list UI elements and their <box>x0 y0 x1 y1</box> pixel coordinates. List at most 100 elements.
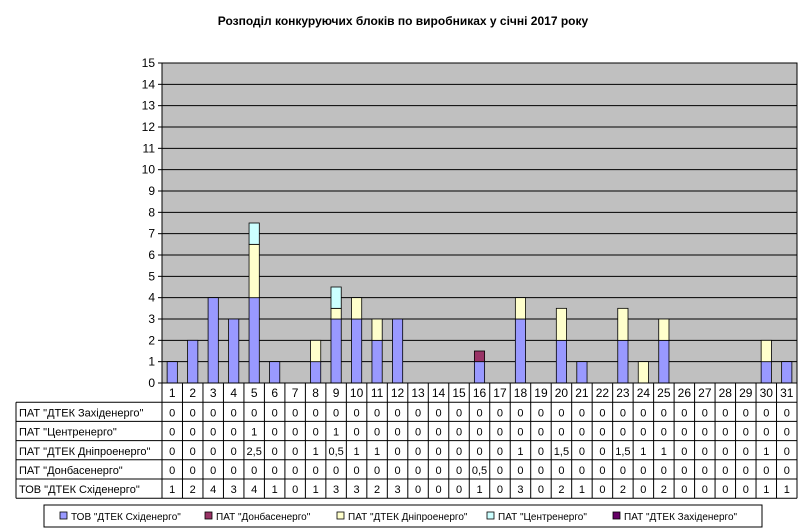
table-cell: 0 <box>231 446 237 458</box>
table-cell: 0 <box>558 427 564 439</box>
bar-segment <box>351 318 363 384</box>
bar-segment <box>658 318 670 341</box>
table-cell: 0 <box>538 484 544 496</box>
table-cell: 0 <box>169 427 175 439</box>
bar-segment <box>514 297 526 320</box>
x-tick-label: 7 <box>292 386 299 400</box>
table-cell: 3 <box>395 484 401 496</box>
table-cell: 1 <box>272 484 278 496</box>
table-cell: 0 <box>190 446 196 458</box>
y-tick-label: 6 <box>148 248 155 262</box>
table-cell: 0 <box>722 407 728 419</box>
table-cell: 1 <box>333 427 339 439</box>
table-cell: 0 <box>702 446 708 458</box>
table-cell: 1,5 <box>554 446 569 458</box>
legend-swatch <box>59 511 68 520</box>
table-cell: 0 <box>558 407 564 419</box>
table-cell: 1 <box>763 484 769 496</box>
x-tick-label: 14 <box>432 386 446 400</box>
table-cell: 0 <box>415 465 421 477</box>
table-cell: 0 <box>251 465 257 477</box>
x-tick-label: 1 <box>169 386 176 400</box>
table-cell: 0 <box>333 407 339 419</box>
table-cell: 0 <box>435 427 441 439</box>
table-cell: 0 <box>620 407 626 419</box>
bar-segment <box>576 361 588 384</box>
table-cell: 0 <box>476 446 482 458</box>
table-cell: 1 <box>251 427 257 439</box>
table-cell: 1,5 <box>615 446 630 458</box>
y-tick-label: 13 <box>142 99 156 113</box>
table-cell: 0 <box>292 465 298 477</box>
data-table: 1 2 3 4 5 6 7 8 9 10 11 12 13 14 15 16 17 18 19 20 21 22 23 24 2… <box>15 382 798 499</box>
table-cell: 2 <box>374 484 380 496</box>
table-cell: 0 <box>456 427 462 439</box>
table-cell: 0 <box>497 465 503 477</box>
bar-segment <box>166 361 178 384</box>
table-cell: 0 <box>395 427 401 439</box>
table-cell: 0 <box>395 465 401 477</box>
legend-swatch <box>612 511 621 520</box>
table-cell: 0 <box>231 407 237 419</box>
x-tick-label: 27 <box>698 386 712 400</box>
bar-segment <box>371 318 383 341</box>
bar-segment <box>207 297 219 384</box>
table-cell: 3 <box>354 484 360 496</box>
table-cell: 0 <box>272 465 278 477</box>
table-cell: 0 <box>640 465 646 477</box>
table-row-label: ТОВ "ДТЕК Сxiдeнepгo" <box>19 484 140 496</box>
table-cell: 0 <box>599 446 605 458</box>
legend-swatch <box>204 511 213 520</box>
table-cell: 0 <box>640 407 646 419</box>
y-tick-label: 1 <box>148 355 155 369</box>
bar-segment <box>392 318 404 384</box>
table-cell: 0 <box>292 407 298 419</box>
y-tick-label: 5 <box>148 269 155 283</box>
table-cell: 0 <box>517 465 523 477</box>
table-cell: 0 <box>251 407 257 419</box>
x-tick-label: 23 <box>616 386 630 400</box>
table-cell: 0 <box>599 484 605 496</box>
table-cell: 0 <box>395 407 401 419</box>
y-tick-label: 4 <box>148 291 155 305</box>
y-tick-label: 12 <box>142 120 156 134</box>
table-cell: 1 <box>661 446 667 458</box>
bar-segment <box>310 361 322 384</box>
table-cell: 0 <box>681 427 687 439</box>
table-cell: 4 <box>210 484 216 496</box>
y-tick-label: 14 <box>142 77 156 91</box>
table-cell: 0 <box>210 446 216 458</box>
table-cell: 0 <box>579 465 585 477</box>
x-tick-label: 5 <box>251 386 258 400</box>
table-cell: 0 <box>456 484 462 496</box>
legend-label: ПАТ "Центренерго" <box>498 512 587 523</box>
table-cell: 0 <box>517 407 523 419</box>
table-cell: 0 <box>435 484 441 496</box>
bar-segment <box>555 307 567 341</box>
bar-segment <box>330 307 342 320</box>
table-cell: 0 <box>579 446 585 458</box>
table-cell: 0 <box>640 484 646 496</box>
table-cell: 0 <box>190 427 196 439</box>
table-cell: 0 <box>620 465 626 477</box>
table-cell: 0 <box>497 484 503 496</box>
table-cell: 0 <box>354 465 360 477</box>
table-cell: 1 <box>579 484 585 496</box>
bar-segment <box>617 339 629 384</box>
table-cell: 1 <box>374 446 380 458</box>
table-cell: 1 <box>763 446 769 458</box>
table-cell: 0 <box>435 465 441 477</box>
table-cell: 0 <box>763 407 769 419</box>
table-cell: 0 <box>354 407 360 419</box>
table-cell: 0 <box>169 407 175 419</box>
table-row-label: ПАТ "ДТЕК Дніпроенерго" <box>19 446 151 458</box>
table-cell: 0 <box>415 427 421 439</box>
bar-segment <box>760 361 772 384</box>
table-cell: 3 <box>333 484 339 496</box>
table-cell: 4 <box>251 484 257 496</box>
table-cell: 0 <box>456 407 462 419</box>
legend-label: ПАТ "Донбасенерго" <box>216 511 311 523</box>
table-cell: 0 <box>374 427 380 439</box>
table-cell: 0 <box>313 465 319 477</box>
